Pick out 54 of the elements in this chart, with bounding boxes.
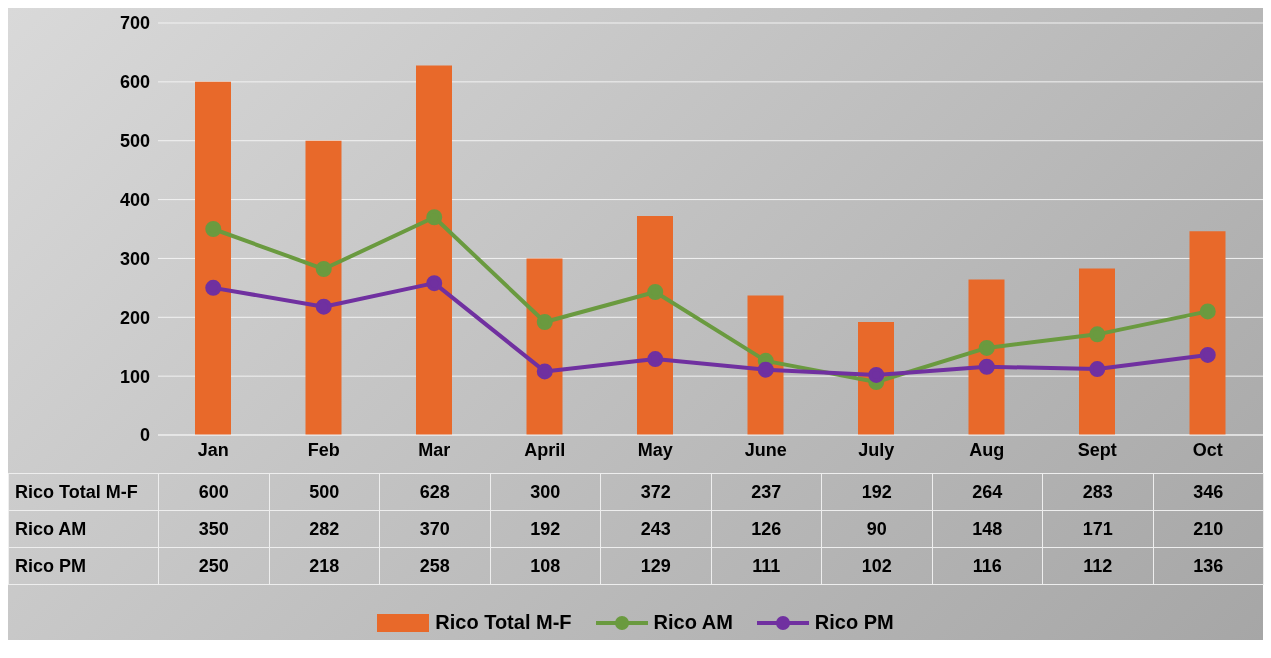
x-tick-label: July <box>858 439 895 460</box>
data-label: 218 <box>269 547 380 585</box>
text: Rico AM <box>15 518 87 539</box>
data-label: 171 <box>1042 510 1153 548</box>
data-label: 500 <box>269 473 380 511</box>
data-label: 237 <box>711 473 822 511</box>
text: Rico Total M-F <box>15 481 138 502</box>
y-tick-label: 700 <box>119 13 150 34</box>
x-tick-label: May <box>637 439 673 460</box>
legend-label: Rico Total M-F <box>435 611 572 634</box>
data-label: 108 <box>490 547 601 585</box>
y-tick-label: 100 <box>119 366 150 387</box>
y-tick-label: 600 <box>119 72 150 93</box>
data-label: 192 <box>821 473 932 511</box>
data-label: 350 <box>158 510 269 548</box>
data-label: 283 <box>1042 473 1153 511</box>
x-tick-label: Sept <box>1077 439 1117 460</box>
data-label: 90 <box>821 510 932 548</box>
data-label: 370 <box>379 510 490 548</box>
data-label: 112 <box>1042 547 1153 585</box>
data-label: 264 <box>932 473 1043 511</box>
x-tick-label: June <box>744 439 787 460</box>
data-label: 111 <box>711 547 822 585</box>
data-label: 258 <box>379 547 490 585</box>
data-label: 129 <box>600 547 711 585</box>
data-label: 282 <box>269 510 380 548</box>
legend-label: Rico PM <box>814 611 894 634</box>
x-tick-label: Aug <box>969 439 1005 460</box>
data-label: 628 <box>379 473 490 511</box>
y-tick-label: 500 <box>119 131 150 152</box>
y-tick-label: 400 <box>119 189 150 210</box>
data-label: 192 <box>490 510 601 548</box>
data-label: 346 <box>1153 473 1264 511</box>
x-tick-label: Oct <box>1192 439 1223 460</box>
y-tick-label: 300 <box>119 248 150 269</box>
data-label: 300 <box>490 473 601 511</box>
data-label: 250 <box>158 547 269 585</box>
data-label: 136 <box>1153 547 1264 585</box>
y-tick-label: 0 <box>139 425 150 446</box>
x-tick-label: April <box>524 439 566 460</box>
data-label: 148 <box>932 510 1043 548</box>
data-label: 600 <box>158 473 269 511</box>
data-label: 116 <box>932 547 1043 585</box>
text: Rico PM <box>15 555 87 576</box>
data-label: 102 <box>821 547 932 585</box>
x-tick-label: Mar <box>418 439 451 460</box>
data-label: 210 <box>1153 510 1264 548</box>
data-label: 243 <box>600 510 711 548</box>
legend-label: Rico AM <box>653 611 733 634</box>
x-tick-label: Feb <box>307 439 340 460</box>
data-label: 126 <box>711 510 822 548</box>
y-tick-label: 200 <box>119 307 150 328</box>
x-tick-label: Jan <box>197 439 229 460</box>
data-label: 372 <box>600 473 711 511</box>
